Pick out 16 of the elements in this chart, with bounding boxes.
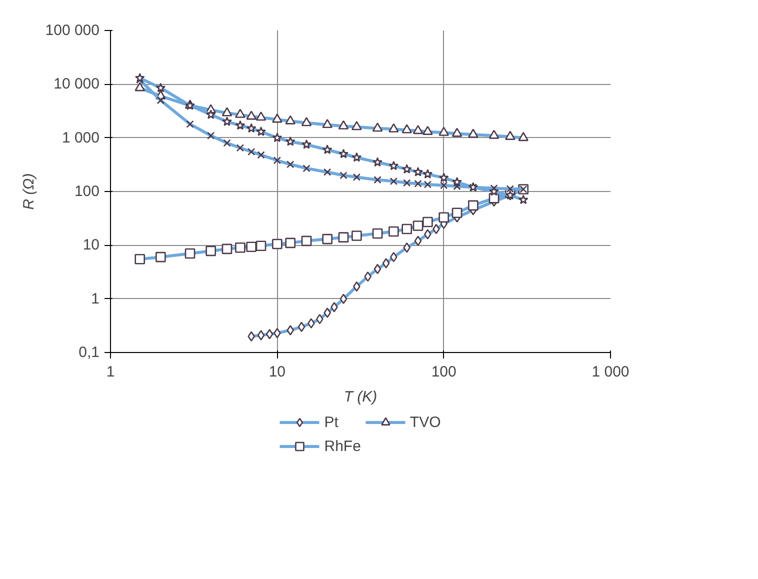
y-tick-label: 100 000 xyxy=(45,22,100,39)
x-tick-label: 1 000 xyxy=(592,364,630,380)
y-tick-label: 0,1 xyxy=(78,344,100,361)
y-tick-label: 1 000 xyxy=(62,129,100,146)
y-tick-label: 10 xyxy=(82,236,100,254)
y-tick-label: 1 xyxy=(91,290,100,308)
x-tick-label: 10 xyxy=(268,364,286,380)
y-axis-title: R (Ω) xyxy=(20,173,38,210)
legend-label: Pt xyxy=(324,414,340,430)
x-tick-label: 1 xyxy=(106,364,115,380)
x-tick-label: 100 xyxy=(431,364,456,380)
legend-label: RhFe xyxy=(324,438,361,454)
y-tick-label: 10 000 xyxy=(54,76,100,93)
x-axis-title: T (K) xyxy=(344,388,378,406)
y-tick-label: 100 xyxy=(74,183,100,200)
legend-label: TVO xyxy=(410,414,441,430)
